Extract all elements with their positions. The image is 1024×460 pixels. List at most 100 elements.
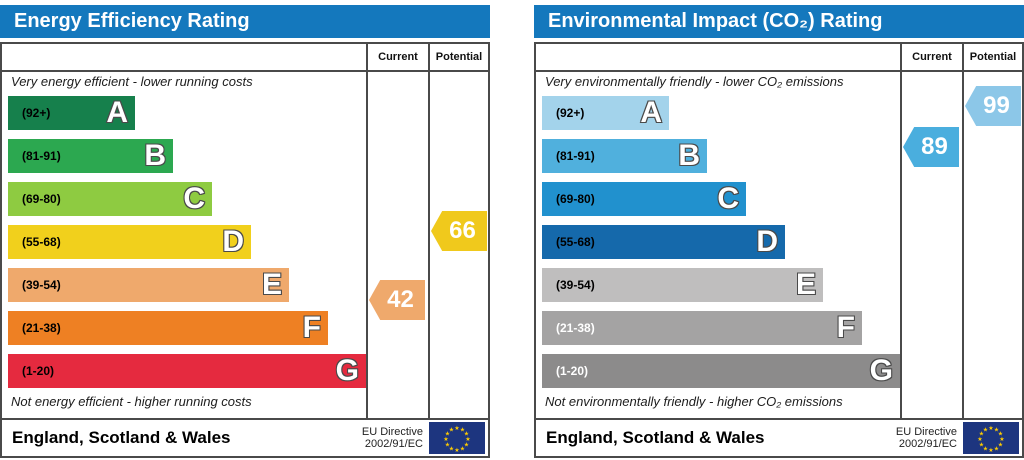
potential-rating-value: 99: [983, 92, 1010, 119]
svg-text:★: ★: [994, 427, 999, 434]
band-g: (1-20) G: [8, 354, 366, 388]
band-range: (55-68): [556, 235, 595, 249]
band-letter: F: [302, 311, 322, 344]
energy-rating-table: Current Potential Very energy efficient …: [0, 42, 490, 420]
eu-directive-line1: EU Directive: [895, 426, 957, 438]
eu-flag-icon: ★ ★ ★ ★ ★ ★ ★ ★ ★ ★ ★ ★: [429, 422, 485, 454]
potential-column-header: Potential: [969, 51, 1017, 63]
current-column-header: Current: [912, 51, 952, 63]
potential-column-header: Potential: [435, 51, 483, 63]
panel-footer: England, Scotland & Wales EU Directive 2…: [534, 418, 1024, 458]
band-range: (81-91): [556, 149, 595, 163]
svg-text:★: ★: [977, 436, 982, 443]
region-label: England, Scotland & Wales: [546, 428, 765, 447]
svg-text:★: ★: [998, 442, 1003, 449]
band-range: (69-80): [22, 192, 61, 206]
potential-rating-arrow: 66: [431, 211, 487, 251]
eu-directive-label: EU Directive 2002/91/EC: [896, 426, 957, 450]
header-row-divider: [536, 70, 1022, 72]
current-rating-value: 89: [921, 133, 948, 160]
band-e: (39-54) E: [542, 268, 823, 302]
svg-text:★: ★: [445, 442, 450, 449]
svg-text:★: ★: [464, 442, 469, 449]
current-column-divider: [900, 44, 902, 418]
band-range: (39-54): [556, 278, 595, 292]
svg-text:★: ★: [983, 446, 988, 453]
svg-text:★: ★: [999, 436, 1004, 443]
svg-text:★: ★: [988, 425, 993, 432]
band-letter: D: [221, 225, 245, 258]
band-d: (55-68) D: [542, 225, 785, 259]
band-c: (69-80) C: [8, 182, 212, 216]
band-b: (81-91) B: [542, 139, 707, 173]
band-letter: E: [795, 268, 817, 301]
band-letter: B: [677, 139, 701, 172]
band-range: (21-38): [556, 321, 595, 335]
band-range: (92+): [556, 106, 585, 120]
band-letter: B: [143, 139, 167, 172]
band-g: (1-20) G: [542, 354, 900, 388]
caption-bottom: Not energy efficient - higher running co…: [11, 394, 252, 409]
band-a: (92+) A: [8, 96, 135, 130]
eu-directive-line2: 2002/91/EC: [898, 438, 957, 450]
svg-text:★: ★: [449, 427, 454, 434]
current-rating-arrow: 42: [369, 280, 425, 320]
eu-directive-line2: 2002/91/EC: [364, 438, 423, 450]
svg-text:★: ★: [465, 436, 470, 443]
header-row-divider: [2, 70, 488, 72]
band-letter: C: [716, 182, 740, 215]
svg-text:★: ★: [983, 427, 988, 434]
band-letter: G: [869, 354, 894, 387]
band-c: (69-80) C: [542, 182, 746, 216]
potential-column-divider: [428, 44, 430, 418]
energy-efficiency-panel: Energy Efficiency Rating Current Potenti…: [0, 0, 490, 460]
eu-directive-label: EU Directive 2002/91/EC: [362, 426, 423, 450]
co2-rating-table: Current Potential Very environmentally f…: [534, 42, 1024, 420]
band-b: (81-91) B: [8, 139, 173, 173]
panel-title: Energy Efficiency Rating: [14, 10, 250, 32]
caption-top: Very energy efficient - lower running co…: [11, 74, 253, 89]
current-column-divider: [366, 44, 368, 418]
svg-text:★: ★: [443, 436, 448, 443]
band-range: (1-20): [556, 364, 589, 378]
svg-text:★: ★: [445, 431, 450, 438]
svg-text:★: ★: [979, 431, 984, 438]
band-range: (21-38): [22, 321, 61, 335]
band-range: (1-20): [22, 364, 55, 378]
panel-title-bar: Environmental Impact (CO₂) Rating: [534, 5, 1024, 38]
current-column-header: Current: [378, 51, 418, 63]
band-a: (92+) A: [542, 96, 669, 130]
band-letter: A: [105, 96, 129, 129]
potential-rating-value: 66: [449, 217, 476, 244]
band-range: (81-91): [22, 149, 61, 163]
band-range: (55-68): [22, 235, 61, 249]
panel-footer: England, Scotland & Wales EU Directive 2…: [0, 418, 490, 458]
band-range: (69-80): [556, 192, 595, 206]
region-label: England, Scotland & Wales: [12, 428, 231, 447]
svg-text:★: ★: [454, 425, 459, 432]
band-f: (21-38) F: [542, 311, 862, 345]
band-range: (92+): [22, 106, 51, 120]
band-d: (55-68) D: [8, 225, 251, 259]
svg-text:★: ★: [460, 446, 465, 453]
svg-text:★: ★: [979, 442, 984, 449]
band-letter: E: [261, 268, 283, 301]
band-f: (21-38) F: [8, 311, 328, 345]
environmental-impact-panel: Environmental Impact (CO₂) Rating Curren…: [534, 0, 1024, 460]
current-rating-arrow: 89: [903, 127, 959, 167]
svg-text:★: ★: [988, 447, 993, 454]
eu-directive-line1: EU Directive: [361, 426, 423, 438]
potential-rating-arrow: 99: [965, 86, 1021, 126]
svg-text:★: ★: [464, 431, 469, 438]
band-letter: F: [836, 311, 856, 344]
eu-flag-icon: ★ ★ ★ ★ ★ ★ ★ ★ ★ ★ ★ ★: [963, 422, 1019, 454]
band-range: (39-54): [22, 278, 61, 292]
potential-column-divider: [962, 44, 964, 418]
band-letter: C: [182, 182, 206, 215]
band-e: (39-54) E: [8, 268, 289, 302]
band-letter: A: [639, 96, 663, 129]
caption-top: Very environmentally friendly - lower CO…: [545, 74, 844, 89]
caption-bottom: Not environmentally friendly - higher CO…: [545, 394, 843, 409]
panel-title-bar: Energy Efficiency Rating: [0, 5, 490, 38]
svg-text:★: ★: [994, 446, 999, 453]
